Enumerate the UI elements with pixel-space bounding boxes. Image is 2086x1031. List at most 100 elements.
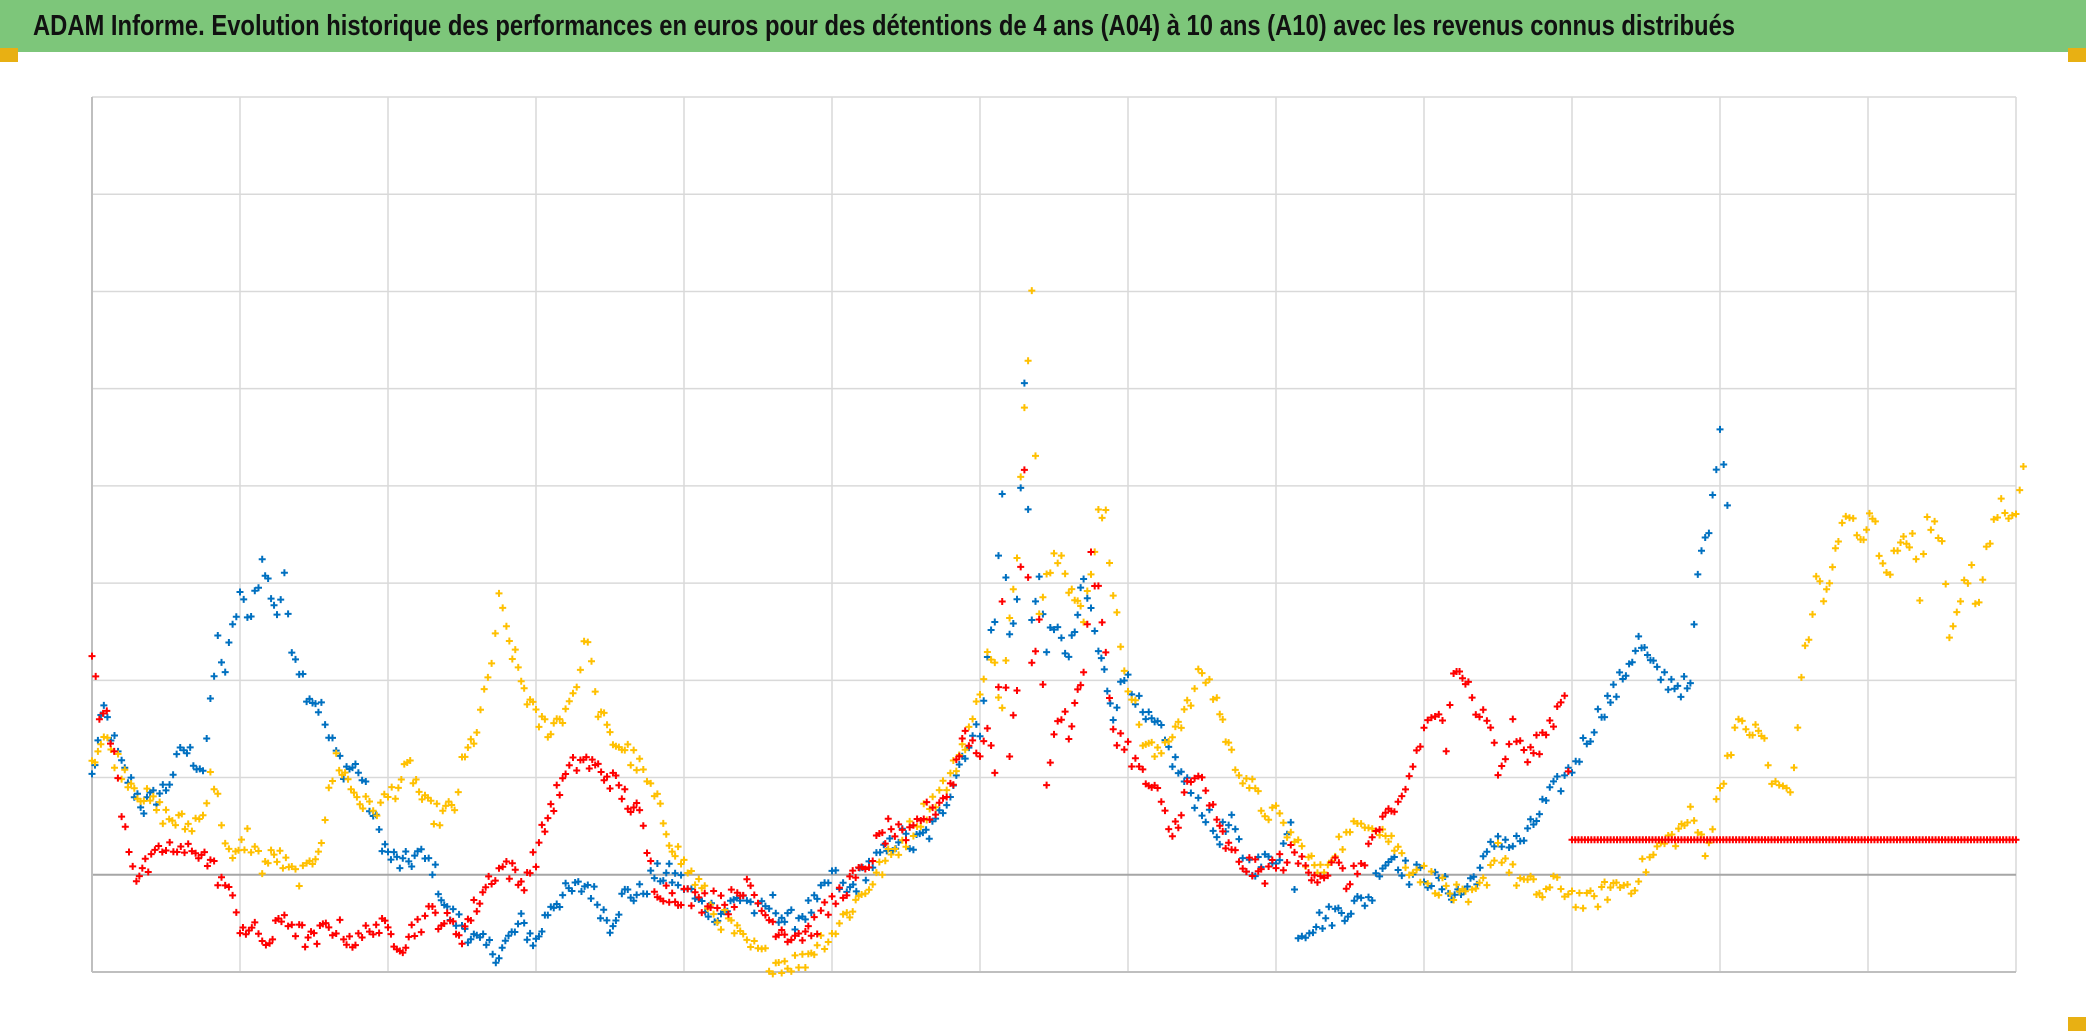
data-point-marker	[1279, 839, 1287, 847]
data-point-marker	[765, 916, 773, 924]
data-point-marker	[488, 659, 496, 667]
data-point-marker	[156, 790, 164, 798]
data-point-marker	[1690, 817, 1698, 825]
data-point-marker	[2019, 462, 2027, 470]
data-point-marker	[1117, 678, 1125, 686]
data-point-marker	[612, 772, 620, 780]
data-point-marker	[781, 931, 789, 939]
data-point-marker	[1372, 869, 1380, 877]
data-point-marker	[394, 784, 402, 792]
data-point-marker	[418, 795, 426, 803]
data-point-marker	[417, 928, 425, 936]
data-point-marker	[309, 860, 317, 868]
data-point-marker	[181, 825, 189, 833]
data-point-marker	[1024, 573, 1032, 581]
data-point-marker	[621, 746, 629, 754]
data-point-marker	[325, 784, 333, 792]
data-point-marker	[1424, 880, 1432, 888]
data-point-marker	[909, 821, 917, 829]
data-point-marker	[110, 732, 118, 740]
data-point-marker	[251, 587, 259, 595]
data-point-marker	[1564, 890, 1572, 898]
data-point-marker	[1302, 861, 1310, 869]
data-point-marker	[1716, 784, 1724, 792]
data-point-marker	[1816, 577, 1824, 585]
data-point-marker	[633, 766, 641, 774]
data-point-marker	[203, 862, 211, 870]
data-point-marker	[917, 823, 925, 831]
data-point-marker	[810, 913, 818, 921]
data-point-marker	[390, 848, 398, 856]
data-point-marker	[141, 855, 149, 863]
data-point-marker	[421, 912, 429, 920]
data-point-marker	[624, 885, 632, 893]
data-point-marker	[807, 932, 815, 940]
data-point-marker	[1325, 903, 1333, 911]
data-point-marker	[229, 854, 237, 862]
data-point-marker	[778, 914, 786, 922]
data-point-marker	[1102, 648, 1110, 656]
data-point-marker	[807, 909, 815, 917]
data-point-marker	[251, 843, 259, 851]
data-point-marker	[1805, 636, 1813, 644]
data-point-marker	[1409, 763, 1417, 771]
data-point-marker	[1483, 881, 1491, 889]
data-point-marker	[1113, 704, 1121, 712]
data-point-marker	[358, 933, 366, 941]
data-point-marker	[505, 637, 513, 645]
data-point-marker	[1905, 543, 1913, 551]
data-point-marker	[206, 768, 214, 776]
data-point-marker	[943, 793, 951, 801]
data-point-marker	[1546, 883, 1554, 891]
data-point-marker	[544, 814, 552, 822]
data-point-marker	[1653, 663, 1661, 671]
data-point-marker	[485, 872, 493, 880]
data-point-marker	[1642, 868, 1650, 876]
data-point-marker	[1135, 692, 1143, 700]
data-point-marker	[210, 857, 218, 865]
data-point-marker	[1968, 561, 1976, 569]
data-point-marker	[412, 775, 420, 783]
data-point-marker	[798, 950, 806, 958]
data-point-marker	[781, 918, 789, 926]
data-point-marker	[980, 737, 988, 745]
data-point-marker	[1287, 841, 1295, 849]
data-point-marker	[1219, 716, 1227, 724]
data-point-marker	[1572, 903, 1580, 911]
data-point-marker	[600, 776, 608, 784]
series-3	[88, 466, 2020, 957]
data-point-marker	[1228, 811, 1236, 819]
data-point-marker	[1727, 751, 1735, 759]
data-point-marker	[846, 913, 854, 921]
data-point-marker	[1487, 838, 1495, 846]
data-point-marker	[408, 862, 416, 870]
data-point-marker	[1501, 855, 1509, 863]
data-point-marker	[1357, 894, 1365, 902]
data-point-marker	[671, 852, 679, 860]
data-point-marker	[1187, 789, 1195, 797]
data-point-marker	[929, 804, 937, 812]
data-point-marker	[467, 735, 475, 743]
data-point-marker	[902, 830, 910, 838]
data-point-marker	[991, 769, 999, 777]
data-point-marker	[1435, 891, 1443, 899]
data-point-marker	[983, 724, 991, 732]
data-point-marker	[1683, 818, 1691, 826]
data-point-marker	[1964, 579, 1972, 587]
data-point-marker	[1024, 357, 1032, 365]
data-point-marker	[671, 869, 679, 877]
data-point-marker	[636, 806, 644, 814]
data-point-marker	[467, 917, 475, 925]
data-point-marker	[1920, 550, 1927, 558]
data-point-marker	[1916, 597, 1924, 605]
data-point-marker	[1077, 584, 1085, 592]
data-point-marker	[677, 871, 685, 879]
data-point-marker	[162, 786, 170, 794]
data-point-marker	[1225, 839, 1233, 847]
data-point-marker	[1009, 619, 1017, 627]
data-point-marker	[603, 916, 611, 924]
data-point-marker	[600, 709, 608, 717]
data-point-marker	[100, 701, 108, 709]
data-point-marker	[366, 928, 373, 936]
data-point-marker	[813, 941, 821, 949]
